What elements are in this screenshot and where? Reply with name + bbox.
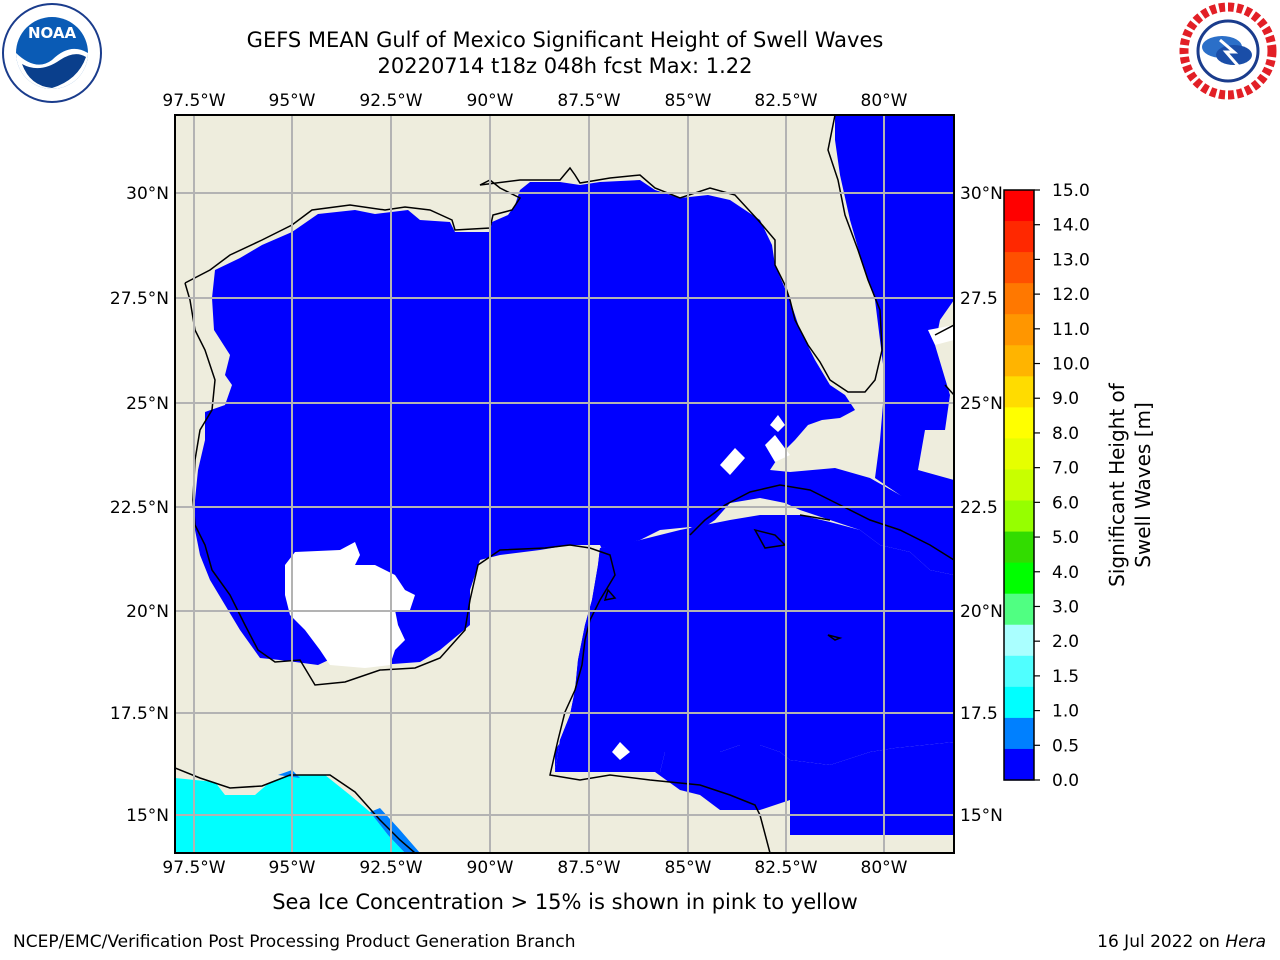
colorbar-swatch — [1004, 469, 1034, 502]
lon-label: 80°W — [861, 858, 908, 878]
colorbar-swatch — [1004, 314, 1034, 346]
lat-label: 30°N — [960, 184, 1003, 204]
missing-data-patch-6 — [928, 325, 954, 345]
colorbar-tick-label: 3.0 — [1052, 597, 1079, 617]
lat-label: 25°N — [960, 394, 1003, 414]
colorbar-swatch — [1004, 190, 1034, 222]
lon-label: 82.5°W — [754, 858, 817, 878]
colorbar: 15.0 14.0 13.0 12.0 11.0 10.0 9.0 8.0 7.0 6.0 5.0 4… — [1003, 181, 1090, 791]
caribbean-swell-field — [555, 515, 954, 772]
colorbar-swatch — [1004, 345, 1034, 377]
lon-label: 97.5°W — [162, 858, 225, 878]
chart-title: GEFS MEAN Gulf of Mexico Significant Hei… — [246, 28, 884, 52]
sea-ice-note: Sea Ice Concentration > 15% is shown in … — [272, 890, 858, 914]
colorbar-tick-label: 0.5 — [1052, 736, 1079, 756]
lat-label: 15°N — [960, 806, 1003, 826]
colorbar-swatch — [1004, 717, 1034, 750]
lat-label: 17.5 — [960, 704, 998, 724]
colorbar-tick-label: 11.0 — [1052, 320, 1090, 340]
lon-label: 90°W — [467, 91, 514, 111]
colorbar-swatch — [1004, 655, 1034, 688]
credit-date: 16 Jul 2022 on Hera — [1097, 932, 1266, 952]
lat-label: 20°N — [960, 602, 1003, 622]
lon-label: 80°W — [861, 91, 908, 111]
lon-label: 82.5°W — [754, 91, 817, 111]
colorbar-swatch — [1004, 686, 1034, 719]
noaa-logo-icon: NOAA — [2, 3, 102, 103]
missing-data-patch-2 — [720, 448, 745, 475]
colorbar-tick-label: 4.0 — [1052, 563, 1079, 583]
lat-label: 15°N — [126, 806, 169, 826]
credit-branch: NCEP/EMC/Verification Post Processing Pr… — [13, 932, 576, 952]
colorbar-tick-label: 9.0 — [1052, 389, 1079, 409]
lat-labels-right: 30°N 27.5 25°N 22.5 20°N 17.5 15°N — [960, 184, 1003, 826]
lon-label: 97.5°W — [162, 91, 225, 111]
colorbar-frame — [1003, 189, 1035, 781]
colorbar-tick-label: 8.0 — [1052, 424, 1079, 444]
lon-labels-top: 97.5°W 95°W 92.5°W 90°W 87.5°W 85°W 82.5… — [162, 91, 907, 111]
colorbar-swatch — [1004, 500, 1034, 533]
lat-label: 27.5 — [960, 289, 998, 309]
colorbar-tick-label: 2.0 — [1052, 632, 1079, 652]
colorbar-tick-label: 12.0 — [1052, 285, 1090, 305]
colorbar-label: Significant Height of Swell Waves [m] — [1105, 383, 1155, 587]
colorbar-swatch — [1004, 283, 1034, 315]
lon-label: 87.5°W — [557, 91, 620, 111]
lat-label: 20°N — [126, 602, 169, 622]
credit-date-text: 16 Jul 2022 on — [1097, 932, 1226, 952]
lat-label: 27.5°N — [110, 289, 169, 309]
map-frame — [174, 114, 955, 854]
missing-data-patch-4 — [770, 415, 785, 432]
lon-label: 95°W — [269, 858, 316, 878]
lat-label: 25°N — [126, 394, 169, 414]
colorbar-tick-label: 10.0 — [1052, 355, 1090, 375]
missing-data-patch-3 — [765, 435, 790, 462]
colorbar-tick-label: 6.0 — [1052, 493, 1079, 513]
colorbar-swatch — [1004, 438, 1034, 471]
map-area — [175, 115, 954, 853]
colorbar-swatch — [1004, 748, 1034, 781]
colorbar-tick-label: 7.0 — [1052, 459, 1079, 479]
lon-label: 95°W — [269, 91, 316, 111]
lon-label: 85°W — [665, 858, 712, 878]
colorbar-tick-label: 5.0 — [1052, 528, 1079, 548]
colorbar-tick-label: 1.5 — [1052, 667, 1079, 687]
nws-logo-icon — [1179, 2, 1277, 100]
lon-label: 92.5°W — [359, 91, 422, 111]
lon-label: 85°W — [665, 91, 712, 111]
colorbar-swatch — [1004, 624, 1034, 657]
missing-data-patch-5 — [612, 742, 630, 760]
credit-host: Hera — [1225, 932, 1266, 952]
colorbar-swatch — [1004, 407, 1034, 440]
colorbar-tick-label: 15.0 — [1052, 181, 1090, 201]
graticule — [175, 115, 954, 853]
missing-data-patch — [285, 542, 415, 668]
pacific-swell-edge-2 — [278, 770, 300, 778]
colorbar-swatch — [1004, 252, 1034, 284]
colorbar-tick-label: 1.0 — [1052, 702, 1079, 722]
colorbar-swatch — [1004, 593, 1034, 626]
colorbar-swatch — [1004, 531, 1034, 564]
colorbar-tick-label: 13.0 — [1052, 250, 1090, 270]
pacific-swell-edge — [370, 808, 420, 853]
chart-subtitle: 20220714 t18z 048h fcst Max: 1.22 — [377, 54, 753, 78]
atlantic-swell-field — [835, 115, 954, 508]
colorbar-swatch — [1004, 376, 1034, 408]
lat-label: 22.5°N — [110, 498, 169, 518]
colorbar-swatch — [1004, 221, 1034, 253]
lat-label: 17.5°N — [110, 704, 169, 724]
lat-label: 30°N — [126, 184, 169, 204]
colorbar-tick-label: 0.0 — [1052, 771, 1079, 791]
lon-label: 90°W — [467, 858, 514, 878]
lat-labels-left: 30°N 27.5°N 25°N 22.5°N 20°N 17.5°N 15°N — [110, 184, 169, 826]
lon-label: 92.5°W — [359, 858, 422, 878]
colorbar-swatch — [1004, 562, 1034, 595]
lon-labels-bottom: 97.5°W 95°W 92.5°W 90°W 87.5°W 85°W 82.5… — [162, 858, 907, 878]
svg-text:NOAA: NOAA — [28, 24, 77, 42]
lon-label: 87.5°W — [557, 858, 620, 878]
colorbar-tick-label: 14.0 — [1052, 216, 1090, 236]
lat-label: 22.5 — [960, 498, 998, 518]
